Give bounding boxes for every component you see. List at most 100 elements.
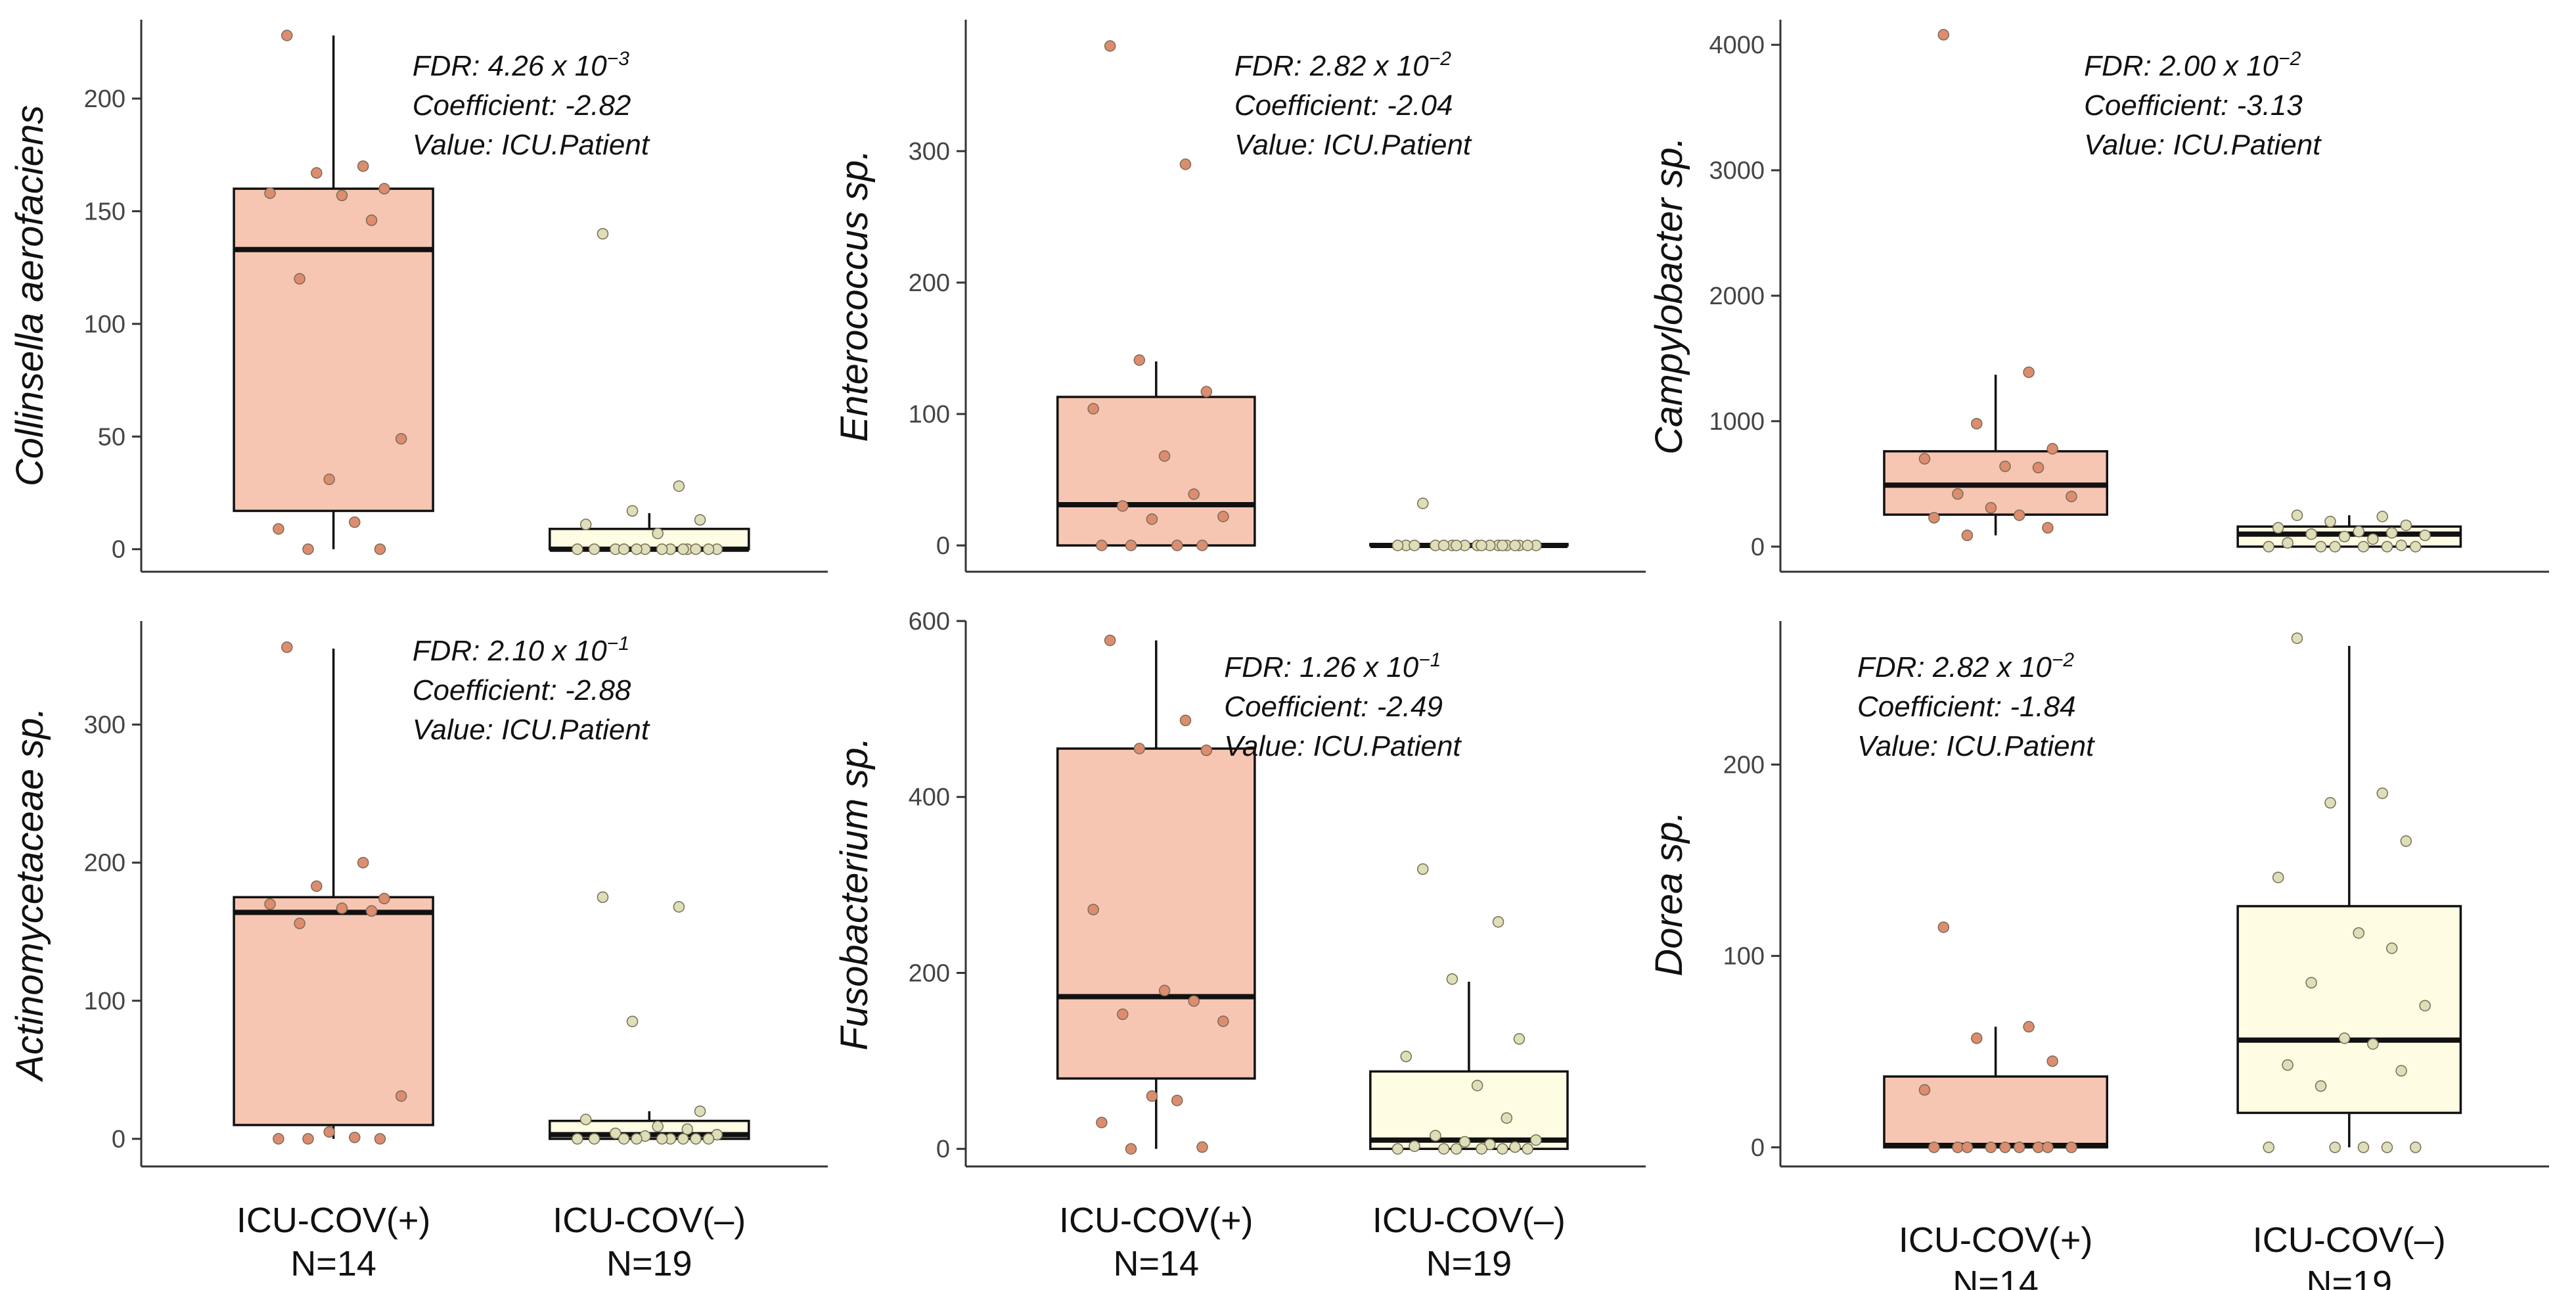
data-point [374,543,386,555]
data-point [656,1133,668,1145]
data-point [1087,403,1099,415]
data-point [395,1090,407,1102]
data-point [588,1133,600,1145]
data-point [1952,488,1964,500]
data-point [1437,1143,1450,1155]
data-point [1451,1143,1462,1155]
y-tick-label: 200 [84,85,125,113]
data-point [1501,1112,1513,1124]
annotation-coefficient: Coefficient: -2.49 [1224,691,1443,723]
data-point [1409,1140,1420,1152]
y-tick-label: 0 [936,1136,950,1163]
data-point [1492,916,1504,928]
data-point [1928,512,1940,524]
data-point [1188,995,1200,1007]
data-point [2042,1141,2054,1153]
data-point [1158,984,1171,997]
data-point [1179,714,1192,727]
y-tick-label: 300 [84,712,125,739]
data-point [652,527,664,540]
panel-4: 0 100 200 300 Actinomycetaceae sp. ICU-COV(+)… [9,621,828,1283]
y-tick-label: 100 [84,988,125,1015]
data-point [1188,488,1200,500]
data-point [294,917,305,929]
data-point [2376,511,2389,522]
data-point [1171,1094,1183,1107]
fdr-exponent: −3 [607,48,630,70]
data-point [2305,528,2317,540]
annotation-fdr: FDR: 2.82 x 10−2 [1234,48,1451,82]
data-point [1104,40,1116,52]
data-point [597,891,609,904]
data-point [264,187,276,199]
y-tick-label: 2000 [1709,283,1765,310]
data-point [1125,540,1137,551]
data-point [2395,1065,2407,1077]
data-point [2305,977,2317,989]
data-point [1416,863,1429,875]
y-axis-label: Actinomycetaceae sp. [9,707,51,1082]
data-point [1117,500,1129,512]
data-point [357,160,369,172]
data-point [2367,1038,2379,1050]
data-point [1985,501,1997,514]
annotation-fdr: FDR: 2.10 x 10−1 [413,633,629,667]
data-point [618,543,630,555]
box-cov-pos [233,187,434,513]
data-point [357,856,369,869]
data-point [311,880,323,892]
data-point [572,1133,583,1145]
data-point [1928,1141,1940,1153]
data-point [311,167,323,179]
data-point [365,214,378,226]
annotation-coefficient: Coefficient: -2.82 [413,89,631,122]
y-tick-label: 100 [1723,943,1765,971]
x-group-label: ICU-COV(+) [1899,1220,2093,1260]
annotation-value: Value: ICU.Patient [1234,129,1472,161]
data-point [673,901,685,913]
data-point [1509,540,1521,551]
data-point [1217,511,1229,522]
data-point [349,1132,361,1143]
data-point [1117,1008,1129,1021]
y-tick-label: 50 [98,423,125,451]
data-point [281,641,293,653]
data-point [1196,540,1208,551]
y-tick-label: 1000 [1709,408,1765,436]
data-point [336,902,348,914]
data-point [281,30,293,41]
data-point [626,1015,639,1028]
data-point [626,505,639,517]
data-point [1200,386,1213,398]
data-point [2338,1032,2351,1044]
data-point [694,514,706,526]
data-point [690,1133,702,1145]
x-group-label: ICU-COV(–) [553,1201,746,1240]
annotation-fdr: FDR: 1.26 x 10−1 [1224,649,1441,683]
data-point [2324,796,2336,809]
data-point [2272,871,2284,883]
fdr-base: FDR: 2.82 x 10 [1234,50,1429,82]
x-group-label: ICU-COV(–) [2253,1220,2446,1260]
data-point [1522,1143,1533,1155]
data-point [1971,1032,1983,1044]
y-tick-label: 0 [1751,534,1765,561]
y-tick-label: 0 [112,536,125,564]
data-point [572,543,583,555]
data-point [1497,1143,1508,1155]
data-point [378,183,390,195]
x-group-label: ICU-COV(–) [1372,1201,1566,1240]
y-tick-label: 4000 [1709,32,1765,59]
x-group-n-label: N=14 [290,1244,376,1283]
data-point [323,1126,335,1138]
data-point [2324,515,2336,528]
data-point [1391,1143,1404,1155]
data-point [1133,743,1146,754]
data-point [1985,1141,1997,1153]
data-point [652,1120,664,1132]
data-point [323,473,335,486]
y-tick-label: 100 [84,311,125,338]
box-cov-pos [1056,396,1256,547]
y-tick-label: 300 [909,138,950,166]
